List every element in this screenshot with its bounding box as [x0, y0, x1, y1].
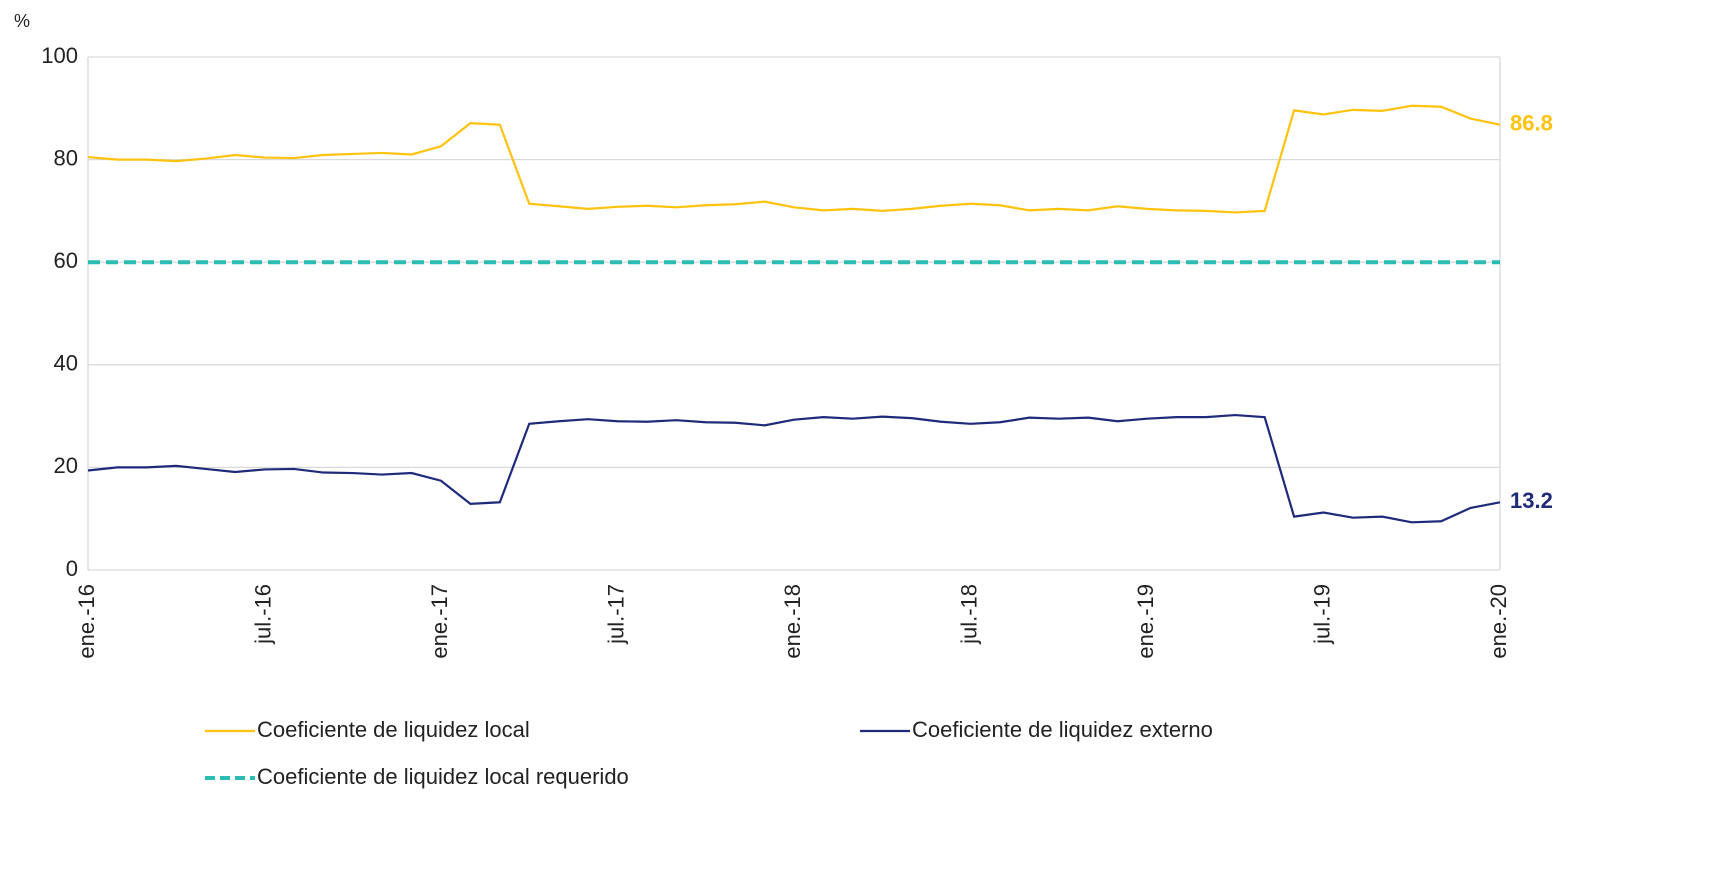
x-tick-label: ene.-18 [780, 584, 805, 659]
end-label: 13.2 [1510, 488, 1553, 513]
y-tick-label: 40 [54, 351, 78, 376]
legend-item: Coeficiente de liquidez local [205, 717, 530, 742]
y-tick-label: 0 [66, 556, 78, 581]
y-unit: % [14, 11, 30, 31]
y-tick-label: 20 [54, 453, 78, 478]
x-tick-label: jul.-17 [603, 584, 628, 645]
y-tick-label: 100 [41, 43, 78, 68]
x-tick-label: ene.-17 [427, 584, 452, 659]
line-series [87, 413, 1501, 524]
legend-label: Coeficiente de liquidez local [257, 717, 530, 742]
x-tick-label: ene.-20 [1486, 584, 1511, 659]
x-tick-label: ene.-19 [1133, 584, 1158, 659]
legend-label: Coeficiente de liquidez local requerido [257, 764, 629, 789]
x-tick-label: ene.-16 [74, 584, 99, 659]
legend-item: Coeficiente de liquidez local requerido [205, 764, 629, 789]
x-tick-label: jul.-19 [1309, 584, 1334, 645]
end-label: 86.8 [1510, 111, 1553, 136]
legend-label: Coeficiente de liquidez externo [912, 717, 1213, 742]
y-tick-label: 60 [54, 248, 78, 273]
x-tick-label: jul.-18 [956, 584, 981, 645]
line-series [87, 104, 1501, 214]
x-tick-label: jul.-16 [250, 584, 275, 645]
y-tick-label: 80 [54, 145, 78, 170]
legend-item: Coeficiente de liquidez externo [860, 717, 1213, 742]
